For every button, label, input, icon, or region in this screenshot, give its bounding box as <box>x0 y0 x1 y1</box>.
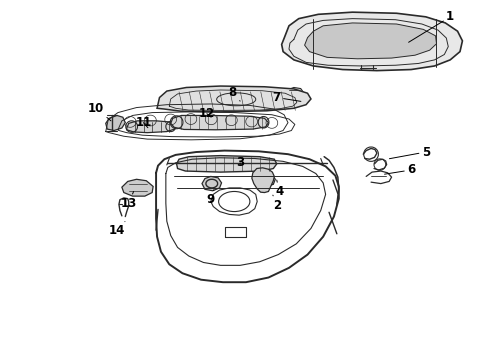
Text: 2: 2 <box>273 195 281 212</box>
Polygon shape <box>176 156 277 172</box>
Polygon shape <box>282 12 463 71</box>
Polygon shape <box>202 176 221 191</box>
Text: 4: 4 <box>275 180 283 198</box>
Text: 5: 5 <box>390 145 430 159</box>
Text: 7: 7 <box>273 91 301 104</box>
Polygon shape <box>127 121 175 133</box>
Text: 1: 1 <box>409 10 454 42</box>
Text: 12: 12 <box>199 107 215 120</box>
Text: 8: 8 <box>229 86 240 101</box>
Text: 10: 10 <box>88 102 111 121</box>
Polygon shape <box>255 173 275 186</box>
Polygon shape <box>252 168 274 193</box>
Polygon shape <box>305 23 437 59</box>
Text: 6: 6 <box>385 163 415 176</box>
Polygon shape <box>157 86 311 112</box>
Polygon shape <box>122 179 153 196</box>
Polygon shape <box>284 87 304 98</box>
Text: 14: 14 <box>109 221 125 238</box>
Polygon shape <box>106 116 125 131</box>
Text: 13: 13 <box>121 192 137 210</box>
Text: 11: 11 <box>135 116 151 129</box>
Text: 3: 3 <box>236 156 244 169</box>
Polygon shape <box>171 116 269 130</box>
Text: 9: 9 <box>207 190 215 206</box>
